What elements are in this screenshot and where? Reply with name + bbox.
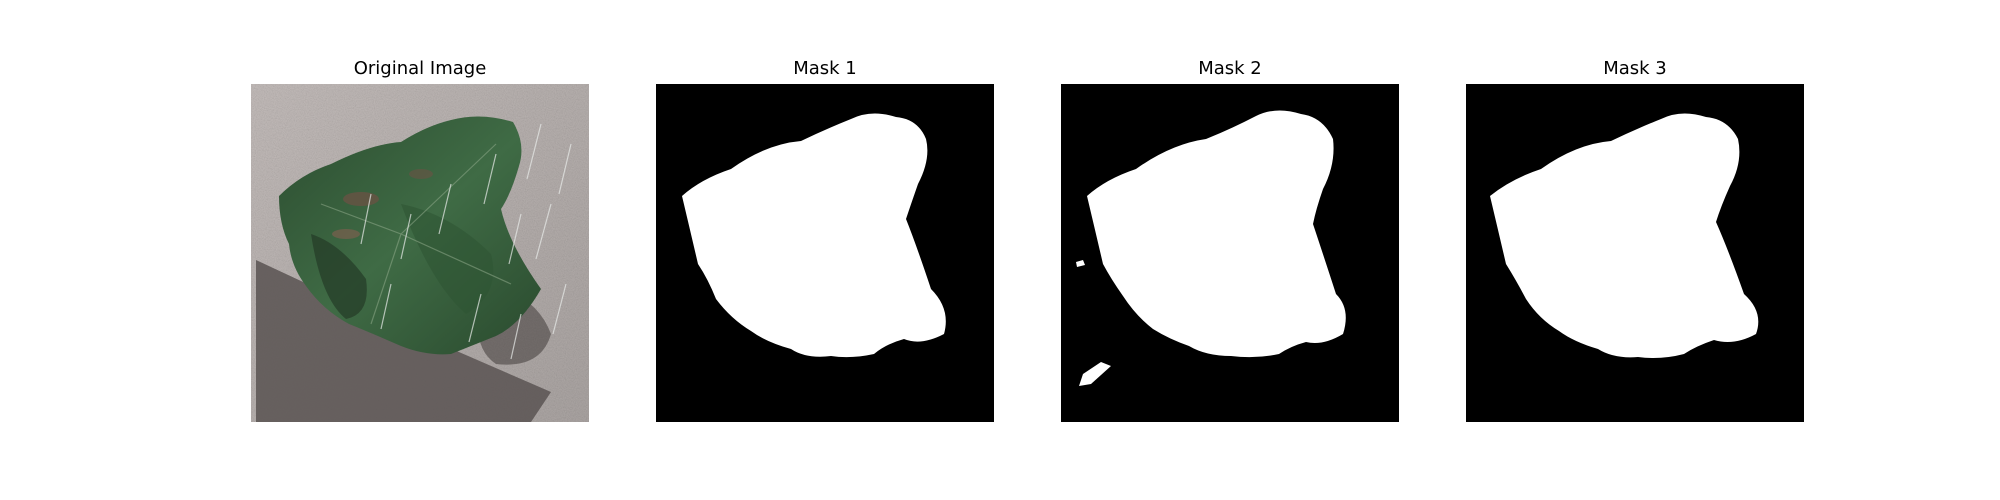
panel-mask-1: Mask 1 <box>656 0 994 500</box>
panel-title: Mask 2 <box>1198 58 1262 79</box>
panel-title: Mask 3 <box>1603 58 1667 79</box>
mask-3-image <box>1466 84 1804 422</box>
mask-2-image <box>1061 84 1399 422</box>
panel-title: Mask 1 <box>793 58 857 79</box>
panel-title: Original Image <box>353 58 487 79</box>
panel-mask-2: Mask 2 <box>1061 0 1399 500</box>
mask-1-image <box>656 84 994 422</box>
panel-mask-3: Mask 3 <box>1466 0 1804 500</box>
original-image <box>251 84 589 422</box>
panel-original-image: Original Image <box>251 0 589 500</box>
mask-shape <box>682 113 946 358</box>
mask-blob <box>1079 362 1111 386</box>
mask-blob <box>1076 260 1085 267</box>
mask-shape <box>1087 110 1346 358</box>
mask-shape <box>1490 113 1759 358</box>
